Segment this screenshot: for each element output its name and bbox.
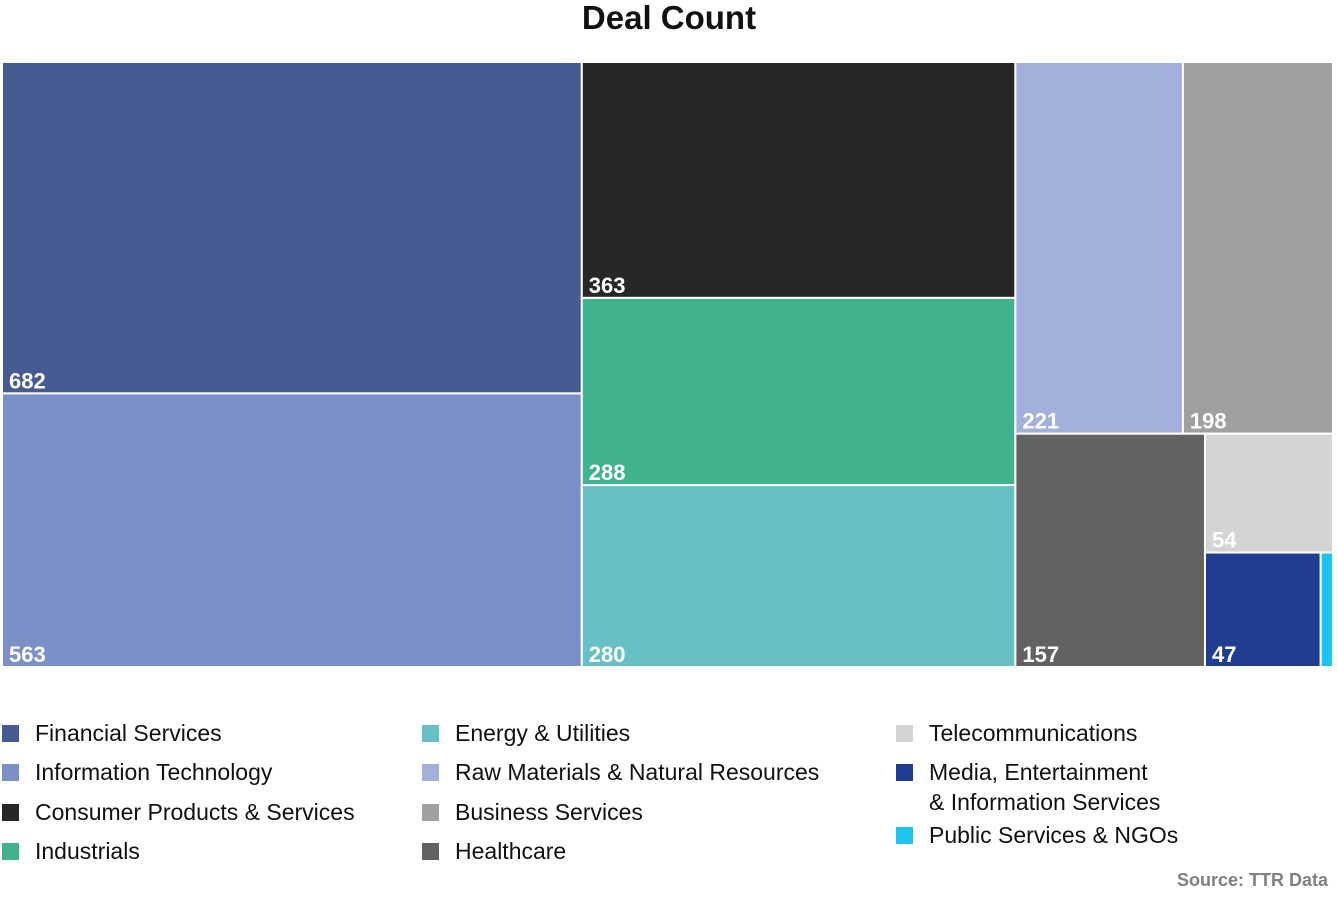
- legend-swatch: [422, 803, 439, 821]
- legend-swatch: [2, 842, 19, 860]
- treemap-tile-financial-services[interactable]: [1, 61, 583, 395]
- legend-swatch: [896, 826, 913, 844]
- treemap-value-label-financial-services: 682: [9, 368, 46, 393]
- legend-label-line: Business Services: [455, 798, 643, 825]
- legend-label: Information Technology: [35, 757, 272, 787]
- legend-label: Industrials: [35, 836, 140, 866]
- legend-label: Public Services & NGOs: [929, 820, 1178, 850]
- legend-label: Media, Entertainment & Information Servic…: [929, 757, 1160, 817]
- treemap-value-label-telecommunications: 54: [1212, 528, 1237, 553]
- legend-label: Consumer Products & Services: [35, 797, 355, 827]
- treemap-tile-consumer-products-services[interactable]: [580, 61, 1017, 299]
- legend-swatch: [896, 764, 913, 782]
- legend-label: Business Services: [455, 797, 643, 827]
- legend-label: Healthcare: [455, 836, 566, 866]
- legend-label: Financial Services: [35, 718, 222, 748]
- legend-swatch: [2, 725, 19, 742]
- legend-swatch: [2, 764, 19, 782]
- legend-label-line: Energy & Utilities: [455, 720, 631, 746]
- legend-label-line: Industrials: [35, 837, 140, 864]
- treemap-tile-public-services-ngos[interactable]: [1319, 551, 1334, 669]
- treemap-chart: 682 563 363 288 280 221 198 157 54 47: [1, 61, 1335, 669]
- legend-label: Raw Materials & Natural Resources: [455, 757, 819, 787]
- legend-label-line: Financial Services: [35, 720, 222, 746]
- legend-label: Energy & Utilities: [455, 718, 630, 748]
- treemap-value-label-information-technology: 563: [9, 642, 46, 667]
- treemap-value-label-industrials: 288: [589, 460, 626, 485]
- treemap-tile-energy-utilities[interactable]: [580, 484, 1017, 668]
- treemap-value-label-business-services: 198: [1190, 409, 1227, 434]
- treemap-tile-business-services[interactable]: [1181, 61, 1335, 435]
- legend-label-line: Public Services & NGOs: [929, 821, 1179, 848]
- legend-label-line: Raw Materials & Natural Resources: [455, 759, 820, 786]
- source-note: Source: TTR Data: [1176, 870, 1328, 890]
- treemap-tile-industrials[interactable]: [580, 296, 1017, 487]
- treemap-tile-telecommunications[interactable]: [1203, 432, 1335, 554]
- legend-swatch: [2, 803, 19, 821]
- treemap-tile-media-entertainment-information-services[interactable]: [1203, 551, 1322, 669]
- legend-swatch: [422, 842, 439, 860]
- legend-label-line: Media, Entertainment: [929, 759, 1148, 786]
- treemap-value-label-consumer-products-services: 363: [589, 273, 626, 298]
- treemap-value-label-healthcare: 157: [1022, 642, 1059, 667]
- legend-label-line: Telecommunications: [929, 720, 1138, 746]
- legend-label-line: Information Technology: [35, 759, 273, 786]
- legend-label: Telecommunications: [929, 718, 1137, 748]
- treemap-value-label-media-entertainment-information-services: 47: [1212, 642, 1236, 667]
- treemap-tile-healthcare[interactable]: [1014, 432, 1206, 668]
- legend-label-line: Consumer Products & Services: [35, 798, 355, 825]
- legend-swatch: [422, 764, 439, 782]
- chart-title: Deal Count: [581, 0, 757, 36]
- legend-label-line: & Information Services: [929, 789, 1161, 816]
- treemap-tile-raw-materials-natural-resources[interactable]: [1014, 61, 1184, 435]
- treemap-value-label-energy-utilities: 280: [589, 642, 626, 667]
- treemap-tile-information-technology[interactable]: [1, 392, 583, 668]
- legend-swatch: [422, 725, 439, 742]
- treemap-value-label-raw-materials-natural-resources: 221: [1022, 409, 1059, 434]
- legend-label-line: Healthcare: [455, 837, 567, 864]
- legend-swatch: [896, 725, 913, 742]
